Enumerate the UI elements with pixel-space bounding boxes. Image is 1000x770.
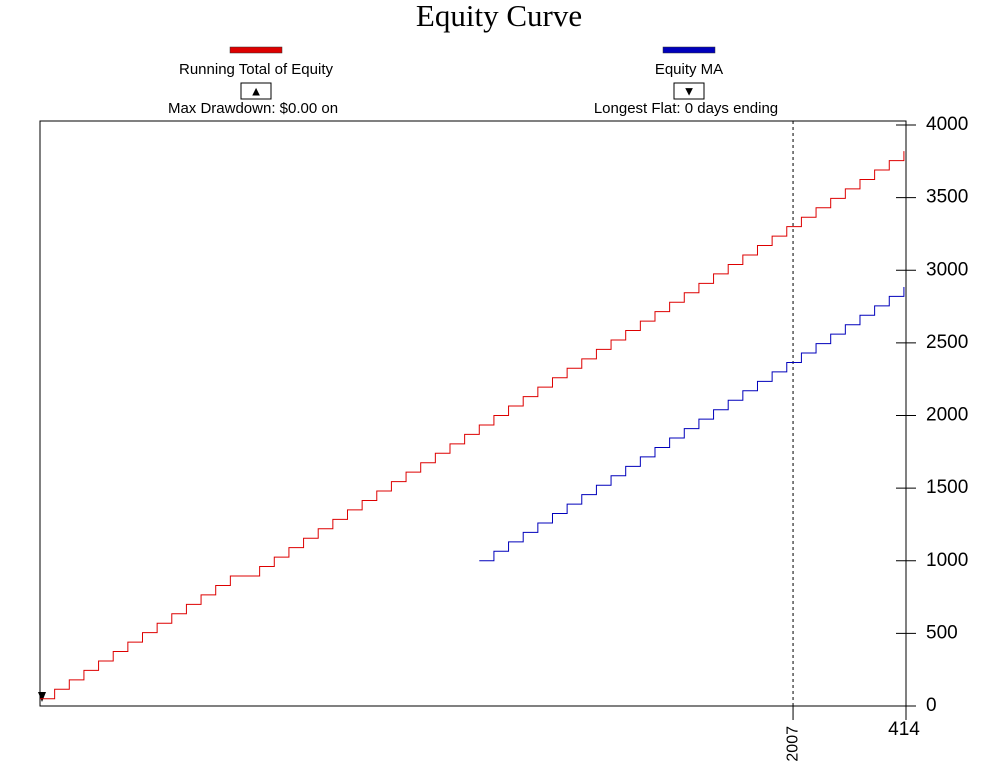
chart-title: Equity Curve <box>416 0 582 33</box>
legend-button-label[interactable]: ▼ <box>683 83 696 98</box>
legend-label: Equity MA <box>655 61 723 78</box>
legend-note: Max Drawdown: $0.00 on <box>168 100 338 117</box>
y-tick-label: 500 <box>926 622 958 643</box>
legend-swatch <box>229 46 283 54</box>
y-tick-label: 4000 <box>926 114 968 135</box>
plot-frame <box>39 120 907 707</box>
legend-label: Running Total of Equity <box>179 61 333 78</box>
equity-line <box>40 151 905 700</box>
legend-note: Longest Flat: 0 days ending <box>594 100 778 117</box>
y-tick-label: 0 <box>926 695 937 716</box>
legend-button[interactable] <box>673 82 705 100</box>
equity-line <box>479 286 905 562</box>
legend-button[interactable] <box>240 82 272 100</box>
y-tick-label: 2000 <box>926 405 968 426</box>
x-tick-label: 2007 <box>784 726 801 762</box>
start-marker <box>38 692 46 702</box>
y-tick-label: 3000 <box>926 259 968 280</box>
y-tick-label: 3500 <box>926 187 968 208</box>
y-tick-label: 2500 <box>926 332 968 353</box>
legend-button-label[interactable]: ▲ <box>250 83 263 98</box>
x-tick-label: 414 <box>888 719 920 740</box>
y-tick-label: 1500 <box>926 477 968 498</box>
y-tick-label: 1000 <box>926 550 968 571</box>
legend-swatch <box>662 46 716 54</box>
